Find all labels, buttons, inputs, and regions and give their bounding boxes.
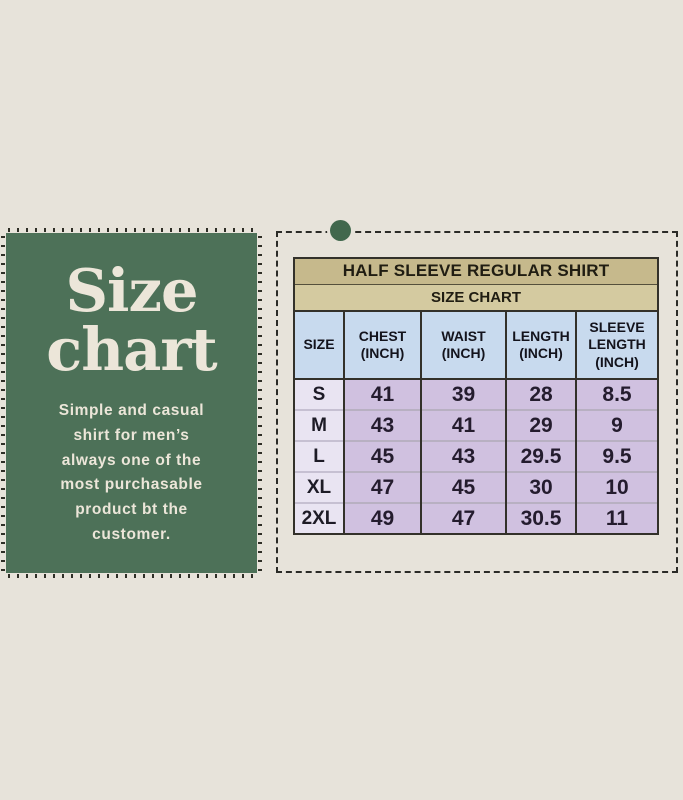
table-row-xl: XL 47 45 30 10	[293, 471, 660, 503]
size-cell: M	[293, 409, 345, 441]
column-header-length: LENGTH (INCH)	[505, 310, 577, 380]
size-table: HALF SLEEVE REGULAR SHIRT SIZE CHART SIZ…	[293, 257, 660, 535]
length-cell: 29	[505, 409, 577, 441]
column-header-size: SIZE	[293, 310, 345, 380]
chest-cell: 45	[343, 440, 422, 472]
column-header-chest: CHEST (INCH)	[343, 310, 422, 380]
table-row-m: M 43 41 29 9	[293, 409, 660, 441]
column-label: SLEEVE LENGTH	[588, 318, 646, 353]
size-cell: S	[293, 378, 345, 410]
description-line: customer.	[92, 525, 171, 543]
table-row-l: L 45 43 29.5 9.5	[293, 440, 660, 472]
green-dot	[330, 220, 351, 241]
column-label: CHEST	[358, 327, 407, 344]
table-row-s: S 41 39 28 8.5	[293, 378, 660, 410]
length-cell: 30.5	[505, 502, 577, 534]
table-subtitle: SIZE CHART	[294, 284, 659, 312]
sleeve-cell: 9	[574, 409, 660, 441]
stitch-border-left	[1, 235, 5, 571]
description-line: always one of the	[61, 451, 202, 469]
chest-cell: 43	[343, 409, 422, 441]
size-cell: L	[293, 440, 345, 472]
chest-cell: 47	[343, 471, 422, 503]
column-header-sleeve-length: SLEEVE LENGTH (INCH)	[574, 310, 660, 380]
length-cell: 29.5	[505, 440, 577, 472]
size-cell: 2XL	[293, 502, 345, 534]
table-header-row: SIZE CHEST (INCH) WAIST (INCH) LENGTH (I…	[293, 310, 660, 380]
chest-cell: 49	[343, 502, 422, 534]
chest-cell: 41	[343, 378, 422, 410]
size-chart-panel: Size chart Simple and casual shirt for m…	[1, 228, 262, 578]
table-row-2xl: 2XL 49 47 30.5 11	[293, 502, 660, 534]
column-header-waist: WAIST (INCH)	[420, 310, 507, 380]
description-line: Simple and casual	[58, 402, 205, 419]
panel-title: Size chart	[46, 256, 217, 384]
stitch-border-top	[8, 228, 255, 232]
length-cell: 28	[505, 378, 577, 410]
description-line: product bt the	[75, 501, 188, 519]
sleeve-cell: 11	[574, 502, 660, 534]
panel-title-line2: chart	[46, 315, 217, 384]
size-table-card: HALF SLEEVE REGULAR SHIRT SIZE CHART SIZ…	[276, 220, 678, 573]
panel-title-line1: Size	[65, 256, 198, 325]
sleeve-cell: 8.5	[574, 378, 660, 410]
sleeve-cell: 9.5	[574, 440, 660, 472]
description-line: shirt for men’s	[73, 426, 190, 444]
column-label: WAIST	[441, 327, 486, 344]
waist-cell: 47	[420, 502, 507, 534]
waist-cell: 41	[420, 409, 507, 441]
panel-description: Simple and casual shirt for men’s always…	[59, 399, 204, 548]
column-unit: (INCH)	[519, 345, 563, 361]
stitch-border-right	[258, 235, 262, 571]
table-title-row: HALF SLEEVE REGULAR SHIRT	[294, 258, 659, 285]
size-cell: XL	[293, 471, 345, 503]
sleeve-cell: 10	[574, 471, 660, 503]
column-unit: (INCH)	[360, 345, 405, 361]
description-line: most purchasable	[60, 476, 203, 494]
table-subtitle-row: SIZE CHART	[294, 284, 659, 312]
waist-cell: 45	[420, 471, 507, 503]
table-title: HALF SLEEVE REGULAR SHIRT	[294, 258, 659, 285]
column-label: SIZE	[303, 336, 335, 353]
column-unit: (INCH)	[595, 353, 639, 370]
stitch-border-bottom	[8, 574, 255, 578]
column-label: LENGTH	[512, 327, 570, 344]
column-unit: (INCH)	[441, 345, 486, 361]
waist-cell: 43	[420, 440, 507, 472]
length-cell: 30	[505, 471, 577, 503]
waist-cell: 39	[420, 378, 507, 410]
